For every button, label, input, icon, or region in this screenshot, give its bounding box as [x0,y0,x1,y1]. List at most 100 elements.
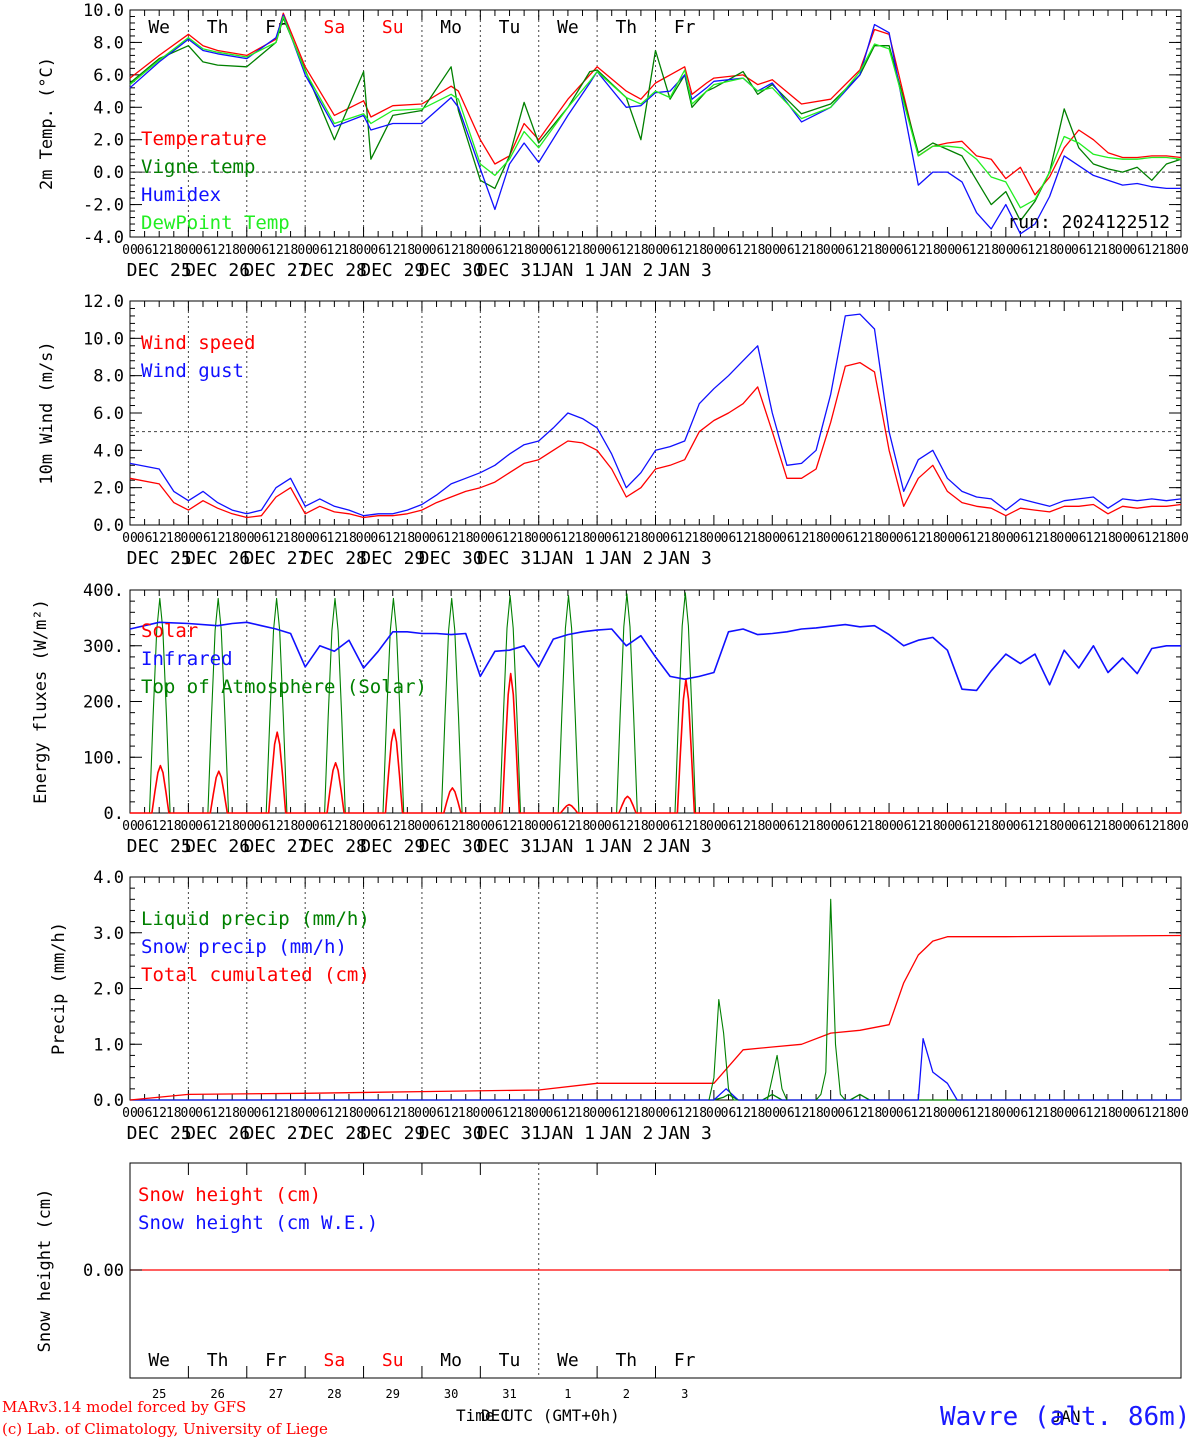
precip-hour-label: 12 [910,1106,926,1121]
precip-hour-label: 00 [239,1106,255,1121]
precip-hour-label: 06 [429,1106,445,1121]
wind-hour-label: 06 [837,531,853,546]
temp-date-label: DEC 28 [302,260,367,281]
temp-date-label: DEC 31 [477,260,542,281]
temp-hour-label: 06 [837,243,853,258]
temp-hour-label: 06 [1129,243,1145,258]
energy-hour-label: 18 [750,819,766,834]
temp-hour-label: 18 [458,243,474,258]
series-total-cumulated-cm-line [129,934,1182,1101]
legend-dewpoint-temp: DewPoint Temp [141,212,290,234]
energy-hour-label: 12 [1027,819,1043,834]
series-infrared-line [129,621,1181,692]
temp-hour-label: 12 [1027,243,1043,258]
energy-date-label: DEC 29 [360,836,425,857]
wind-hour-label: 00 [1056,531,1072,546]
energy-y-tick-label: 400. [83,581,124,601]
temp-weekday-label: We [148,17,170,38]
legend-temperature: Temperature [141,128,267,150]
precip-date-label: JAN 3 [658,1123,712,1144]
wind-hour-label: 06 [662,531,678,546]
model-credit: MARv3.14 model forced by GFS [2,1398,247,1416]
precip-y-tick-label: 4.0 [93,868,124,888]
temp-hour-label: 18 [341,243,357,258]
precip-hour-label: 12 [268,1106,284,1121]
temp-hour-label: 12 [969,243,985,258]
energy-hour-label: 00 [589,819,605,834]
wind-y-tick-label: 10.0 [83,329,124,349]
precip-hour-label: 12 [151,1106,167,1121]
wind-hour-label: 18 [691,531,707,546]
temp-weekday-label: Sa [324,17,346,38]
energy-hour-label: 12 [443,819,459,834]
wind-y-tick-label: 4.0 [93,441,124,461]
energy-hour-label: 12 [794,819,810,834]
temp-hour-label: 06 [1071,243,1087,258]
wind-hour-label: 18 [224,531,240,546]
energy-hour-label: 18 [575,819,591,834]
wind-hour-label: 18 [400,531,416,546]
energy-hour-label: 06 [1129,819,1145,834]
temp-hour-label: 06 [896,243,912,258]
energy-hour-label: 12 [910,819,926,834]
wind-hour-label: 06 [370,531,386,546]
precip-hour-label: 18 [983,1106,999,1121]
energy-hour-label: 06 [1071,819,1087,834]
temp-y-tick-label: 4.0 [93,98,124,118]
wind-date-label: DEC 25 [127,548,192,569]
copyright-credit: (c) Lab. of Climatology, University of L… [2,1420,328,1438]
precip-hour-label: 00 [1115,1106,1131,1121]
precip-y-tick-label: 1.0 [93,1035,124,1055]
temp-date-label: DEC 27 [243,260,308,281]
precip-hour-label: 12 [1144,1106,1160,1121]
energy-hour-label: 00 [122,819,138,834]
wind-hour-label: 12 [969,531,985,546]
temp-hour-label: 12 [210,243,226,258]
energy-hour-label: 00 [881,819,897,834]
temp-panel-frame [129,9,1182,238]
temp-hour-label: 06 [195,243,211,258]
wind-hour-label: 00 [706,531,722,546]
time-axis-label: Time UTC (GMT+0h) [456,1406,620,1425]
wind-date-label: DEC 29 [360,548,425,569]
energy-hour-label: 12 [502,819,518,834]
wind-hour-label: 06 [429,531,445,546]
temp-hour-label: 06 [662,243,678,258]
energy-hour-label: 18 [1100,819,1116,834]
energy-hour-label: 12 [151,819,167,834]
energy-hour-label: 12 [735,819,751,834]
wind-hour-label: 18 [341,531,357,546]
precip-hour-label: 18 [283,1106,299,1121]
wind-hour-label: 18 [1100,531,1116,546]
temp-hour-label: 00 [297,243,313,258]
precip-hour-label: 06 [1071,1106,1087,1121]
temp-hour-label: 00 [1056,243,1072,258]
precip-hour-label: 00 [414,1106,430,1121]
temp-y-tick-label: -4.0 [83,228,124,248]
wind-hour-label: 00 [239,531,255,546]
wind-hour-label: 00 [1173,531,1189,546]
energy-hour-label: 18 [166,819,182,834]
legend-infrared: Infrared [141,648,233,670]
wind-date-label: JAN 2 [599,548,653,569]
wind-hour-label: 12 [443,531,459,546]
precip-hour-label: 18 [867,1106,883,1121]
wind-hour-label: 00 [998,531,1014,546]
series-liquid-precip-spike [766,1054,788,1101]
energy-hour-label: 06 [604,819,620,834]
temp-date-label: DEC 29 [360,260,425,281]
precip-hour-label: 00 [589,1106,605,1121]
wind-hour-label: 18 [458,531,474,546]
precip-hour-label: 00 [1173,1106,1189,1121]
precip-hour-label: 00 [706,1106,722,1121]
precip-date-label: DEC 28 [302,1123,367,1144]
precip-date-label: DEC 25 [127,1123,192,1144]
wind-hour-label: 18 [575,531,591,546]
temp-hour-label: 18 [808,243,824,258]
precip-hour-label: 06 [370,1106,386,1121]
wind-hour-label: 12 [677,531,693,546]
energy-hour-label: 06 [954,819,970,834]
temp-hour-label: 12 [327,243,343,258]
precip-hour-label: 18 [925,1106,941,1121]
temp-hour-label: 06 [779,243,795,258]
